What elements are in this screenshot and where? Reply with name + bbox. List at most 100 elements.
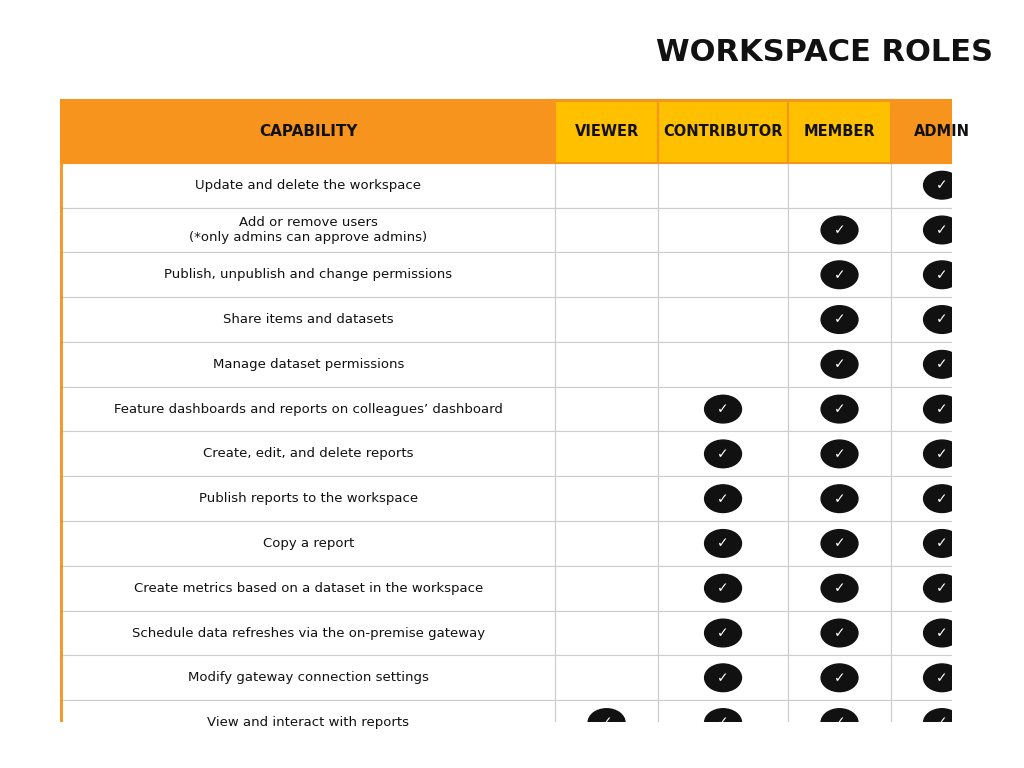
Circle shape bbox=[705, 485, 741, 512]
FancyBboxPatch shape bbox=[555, 432, 657, 476]
Circle shape bbox=[924, 261, 961, 289]
FancyBboxPatch shape bbox=[891, 387, 993, 432]
Text: ✓: ✓ bbox=[936, 268, 948, 282]
FancyBboxPatch shape bbox=[61, 100, 555, 163]
Circle shape bbox=[924, 574, 961, 602]
Circle shape bbox=[705, 396, 741, 423]
FancyBboxPatch shape bbox=[555, 611, 657, 655]
Circle shape bbox=[924, 171, 961, 199]
FancyBboxPatch shape bbox=[61, 163, 555, 207]
FancyBboxPatch shape bbox=[657, 342, 788, 387]
FancyBboxPatch shape bbox=[788, 655, 891, 700]
Circle shape bbox=[924, 619, 961, 647]
FancyBboxPatch shape bbox=[61, 521, 555, 566]
FancyBboxPatch shape bbox=[555, 207, 657, 253]
FancyBboxPatch shape bbox=[788, 253, 891, 297]
Text: ✓: ✓ bbox=[936, 223, 948, 237]
FancyBboxPatch shape bbox=[657, 566, 788, 611]
Text: CONTRIBUTOR: CONTRIBUTOR bbox=[664, 124, 782, 139]
FancyBboxPatch shape bbox=[555, 100, 657, 163]
FancyBboxPatch shape bbox=[891, 566, 993, 611]
FancyBboxPatch shape bbox=[657, 611, 788, 655]
Text: ✓: ✓ bbox=[834, 447, 846, 461]
FancyBboxPatch shape bbox=[657, 253, 788, 297]
Circle shape bbox=[821, 530, 858, 558]
Text: Share items and datasets: Share items and datasets bbox=[223, 313, 393, 326]
FancyBboxPatch shape bbox=[788, 100, 891, 163]
FancyBboxPatch shape bbox=[788, 521, 891, 566]
FancyBboxPatch shape bbox=[657, 297, 788, 342]
Text: Add or remove users
(*only admins can approve admins): Add or remove users (*only admins can ap… bbox=[189, 216, 427, 244]
Text: Copy a report: Copy a report bbox=[263, 537, 354, 550]
Text: MEMBER: MEMBER bbox=[804, 124, 876, 139]
Text: ✓: ✓ bbox=[834, 402, 846, 416]
FancyBboxPatch shape bbox=[891, 700, 993, 745]
Circle shape bbox=[924, 216, 961, 243]
FancyBboxPatch shape bbox=[891, 611, 993, 655]
FancyBboxPatch shape bbox=[555, 655, 657, 700]
Text: CAPABILITY: CAPABILITY bbox=[259, 124, 357, 139]
Text: ✓: ✓ bbox=[936, 178, 948, 192]
FancyBboxPatch shape bbox=[555, 342, 657, 387]
Text: View and interact with reports: View and interact with reports bbox=[208, 716, 410, 729]
Text: ✓: ✓ bbox=[834, 537, 846, 551]
Circle shape bbox=[821, 306, 858, 333]
Circle shape bbox=[588, 709, 625, 737]
Text: ✓: ✓ bbox=[834, 313, 846, 326]
FancyBboxPatch shape bbox=[891, 207, 993, 253]
Text: Manage dataset permissions: Manage dataset permissions bbox=[213, 358, 404, 371]
Circle shape bbox=[821, 350, 858, 378]
Circle shape bbox=[924, 485, 961, 512]
Circle shape bbox=[924, 709, 961, 737]
Text: ADMIN: ADMIN bbox=[914, 124, 970, 139]
FancyBboxPatch shape bbox=[657, 476, 788, 521]
Circle shape bbox=[705, 440, 741, 468]
Circle shape bbox=[821, 664, 858, 692]
Circle shape bbox=[705, 664, 741, 692]
Text: ✓: ✓ bbox=[834, 223, 846, 237]
Text: Modify gateway connection settings: Modify gateway connection settings bbox=[188, 671, 429, 684]
Text: ✓: ✓ bbox=[717, 402, 729, 416]
FancyBboxPatch shape bbox=[788, 700, 891, 745]
FancyBboxPatch shape bbox=[657, 163, 788, 207]
Text: Schedule data refreshes via the on-premise gateway: Schedule data refreshes via the on-premi… bbox=[132, 627, 485, 640]
FancyBboxPatch shape bbox=[61, 432, 555, 476]
Circle shape bbox=[705, 574, 741, 602]
Text: ✓: ✓ bbox=[936, 492, 948, 505]
FancyBboxPatch shape bbox=[657, 100, 788, 163]
Circle shape bbox=[821, 709, 858, 737]
Text: WORKSPACE ROLES: WORKSPACE ROLES bbox=[656, 38, 993, 68]
Text: ✓: ✓ bbox=[834, 357, 846, 371]
Text: ✓: ✓ bbox=[717, 537, 729, 551]
FancyBboxPatch shape bbox=[657, 655, 788, 700]
Text: ✓: ✓ bbox=[717, 492, 729, 505]
FancyBboxPatch shape bbox=[891, 655, 993, 700]
Text: ✓: ✓ bbox=[834, 626, 846, 640]
Text: ✓: ✓ bbox=[834, 268, 846, 282]
FancyBboxPatch shape bbox=[788, 342, 891, 387]
Text: ✓: ✓ bbox=[936, 716, 948, 730]
Circle shape bbox=[821, 574, 858, 602]
FancyBboxPatch shape bbox=[891, 163, 993, 207]
FancyBboxPatch shape bbox=[657, 387, 788, 432]
Circle shape bbox=[924, 530, 961, 558]
FancyBboxPatch shape bbox=[657, 432, 788, 476]
FancyBboxPatch shape bbox=[555, 521, 657, 566]
FancyBboxPatch shape bbox=[891, 253, 993, 297]
FancyBboxPatch shape bbox=[555, 387, 657, 432]
FancyBboxPatch shape bbox=[891, 521, 993, 566]
FancyBboxPatch shape bbox=[891, 476, 993, 521]
Text: VIEWER: VIEWER bbox=[574, 124, 639, 139]
FancyBboxPatch shape bbox=[891, 297, 993, 342]
FancyBboxPatch shape bbox=[61, 297, 555, 342]
Text: ✓: ✓ bbox=[936, 357, 948, 371]
Circle shape bbox=[924, 440, 961, 468]
FancyBboxPatch shape bbox=[657, 700, 788, 745]
Text: ✓: ✓ bbox=[717, 581, 729, 595]
Circle shape bbox=[924, 396, 961, 423]
Text: ✓: ✓ bbox=[936, 447, 948, 461]
FancyBboxPatch shape bbox=[61, 207, 555, 253]
Text: ✓: ✓ bbox=[936, 402, 948, 416]
Text: ✓: ✓ bbox=[936, 670, 948, 685]
Text: Create metrics based on a dataset in the workspace: Create metrics based on a dataset in the… bbox=[134, 581, 483, 594]
